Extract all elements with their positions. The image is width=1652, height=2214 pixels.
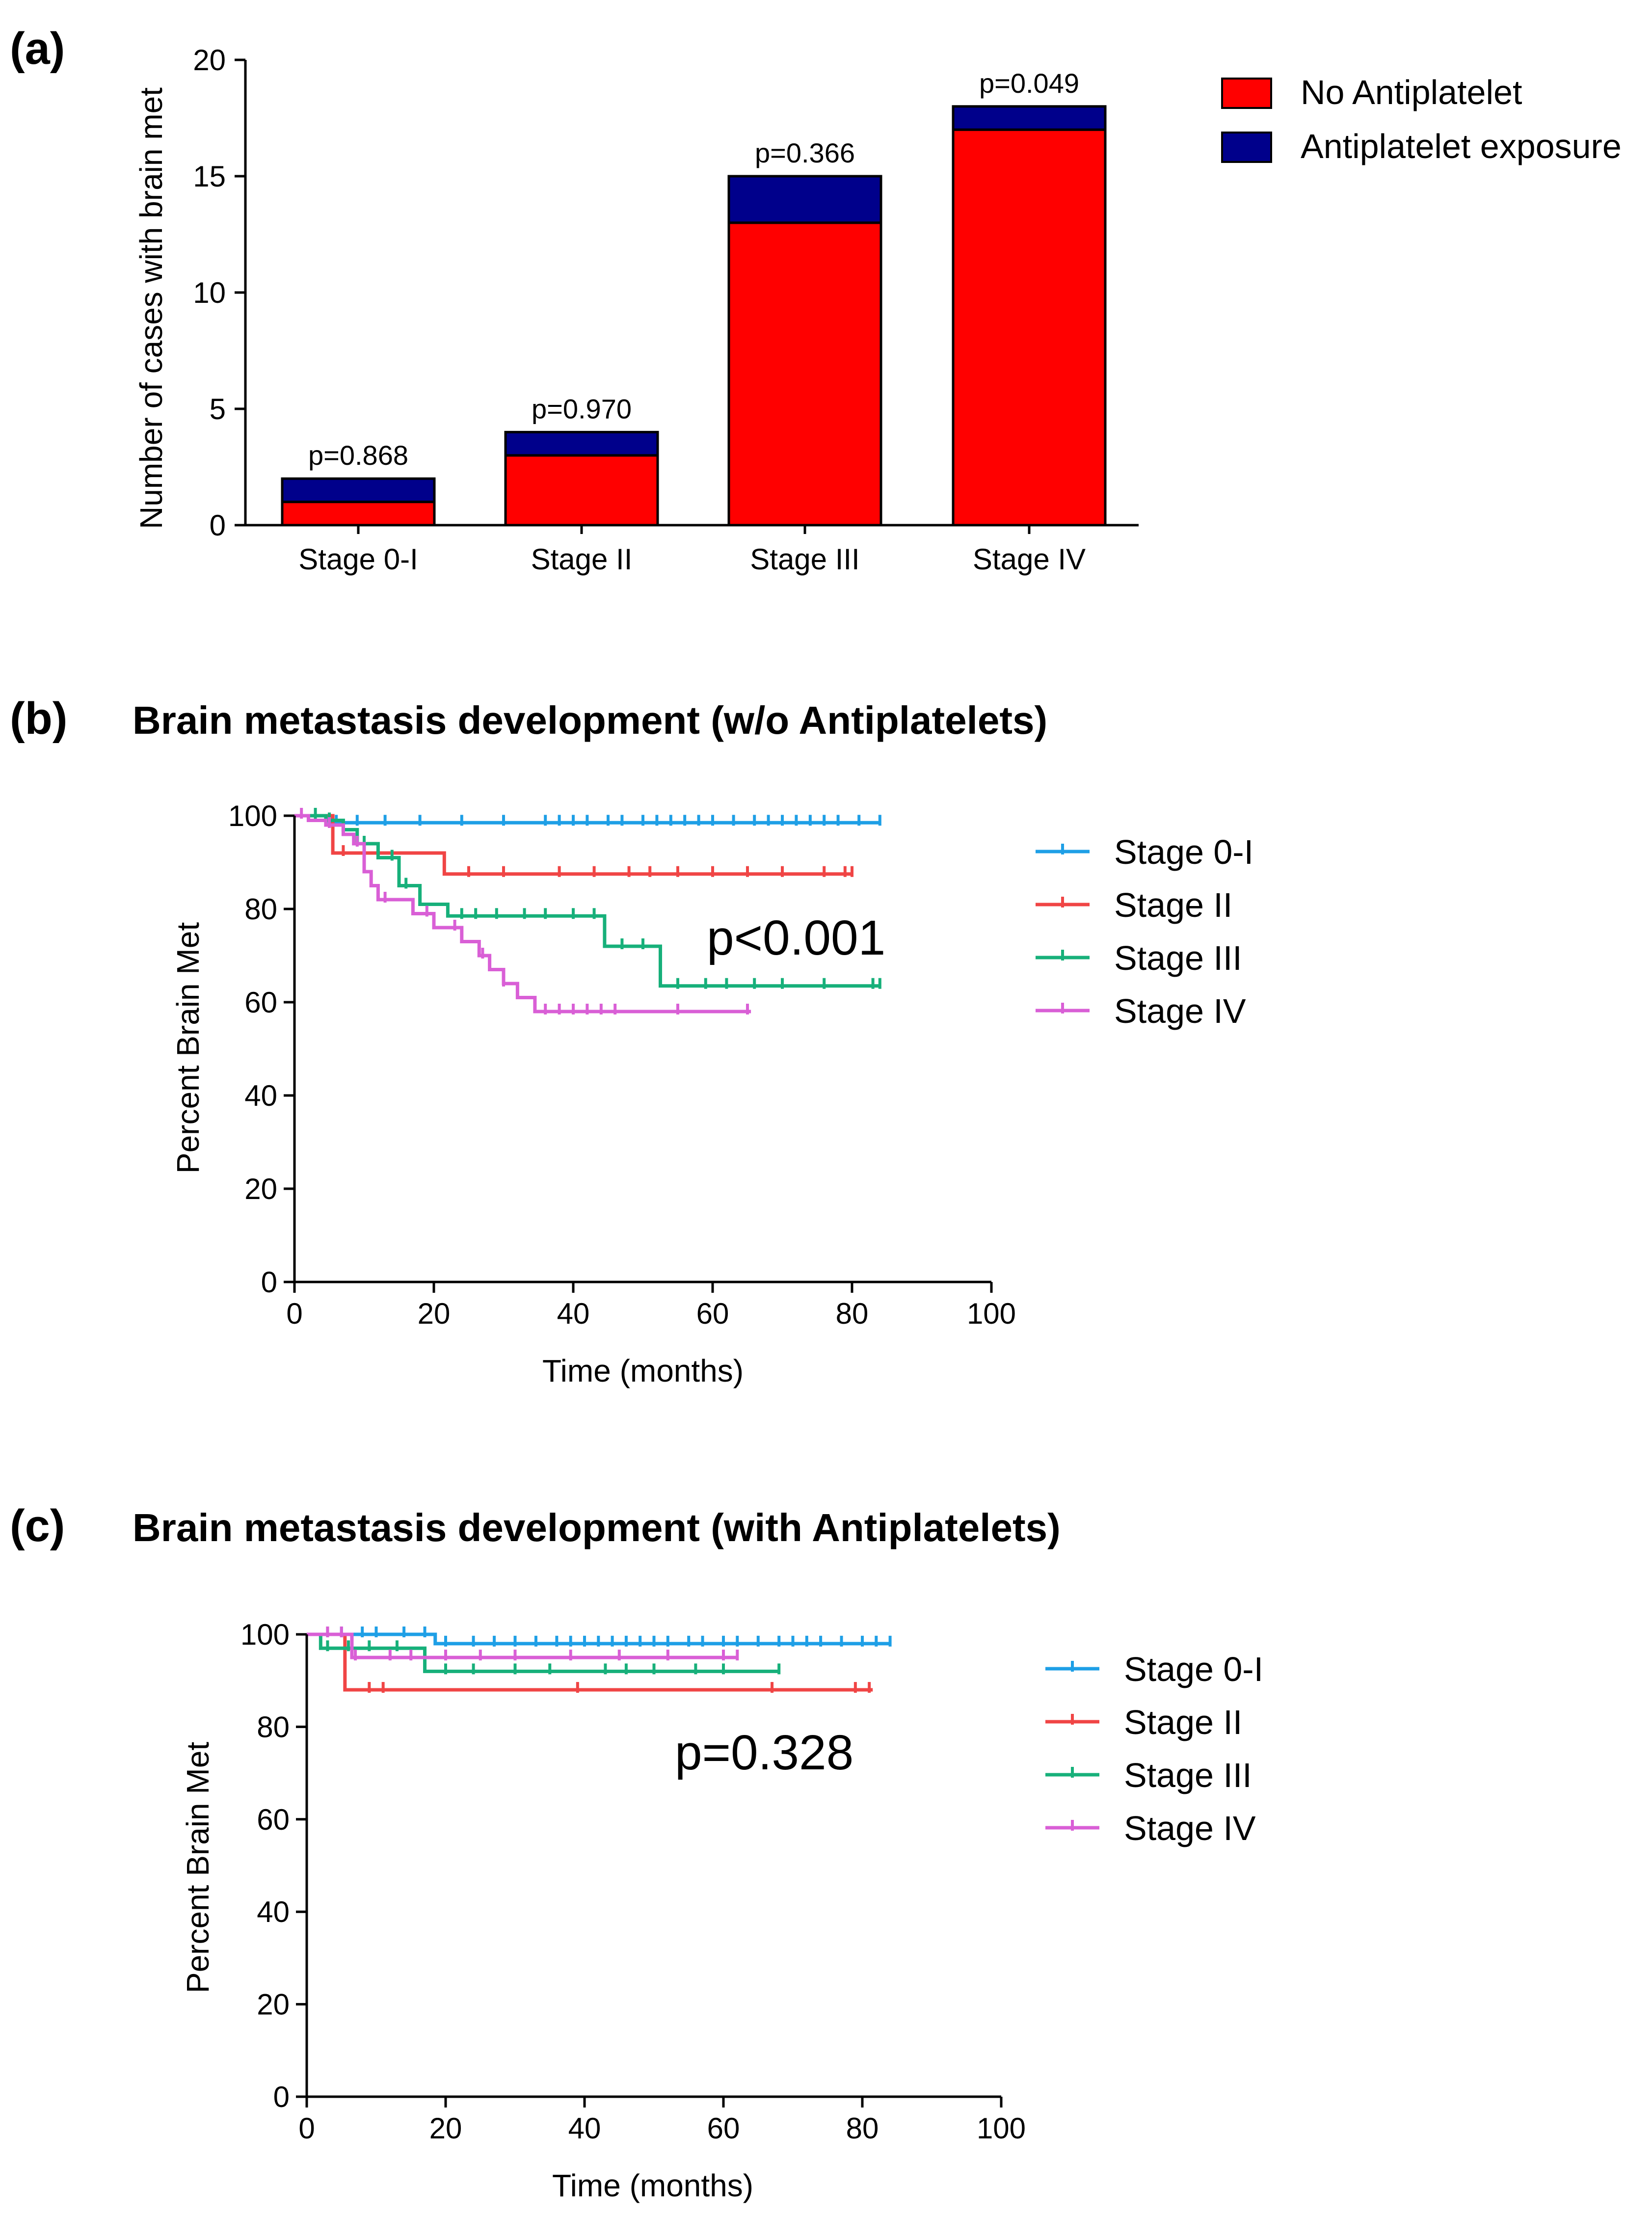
c-xticks: 0 20 40 60 80 100	[298, 2097, 1026, 2145]
b-y-tick-label-20: 20	[244, 1173, 277, 1205]
c-x-tick-label-0: 0	[298, 2112, 315, 2145]
a-annotations: p=0.868 p=0.970 p=0.366 p=0.049	[308, 68, 1079, 471]
b-x-tick-label-80: 80	[836, 1297, 869, 1330]
y-axis-label-a: Number of cases with brain met	[133, 87, 169, 529]
c-x-tick-label-100: 100	[977, 2112, 1026, 2145]
p-value-b: p<0.001	[707, 910, 885, 965]
c-curve-stage-0-i	[307, 1632, 890, 1646]
bar-stage-iii-no-antiplatelet	[727, 221, 882, 527]
bar-stage-ii-antiplatelet-exposure	[504, 430, 659, 457]
c-y-tick-label-20: 20	[257, 1988, 290, 2021]
x-axis-label-b: Time (months)	[542, 1353, 744, 1388]
b-legend-label-stage-0-i: Stage 0-I	[1114, 833, 1253, 871]
c-x-tick-label-60: 60	[707, 2112, 740, 2145]
b-y-tick-label-0: 0	[261, 1266, 277, 1299]
legend-label-antiplatelet-exposure: Antiplatelet exposure	[1301, 127, 1622, 165]
c-y-tick-label-0: 0	[273, 2081, 290, 2113]
x-axis-label-c: Time (months)	[552, 2168, 753, 2203]
p-value-stage-iv: p=0.049	[979, 68, 1079, 99]
x-tick-label-stage-iii: Stage III	[750, 543, 859, 576]
b-x-tick-label-40: 40	[557, 1297, 590, 1330]
b-x-tick-label-60: 60	[696, 1297, 729, 1330]
bar-stage-iv-antiplatelet-exposure	[952, 105, 1107, 131]
c-curves	[307, 1627, 892, 1693]
y-tick-label-10: 10	[193, 276, 226, 309]
c-curve-stage-iv	[307, 1632, 738, 1659]
panel-c: (c) Brain metastasis development (with A…	[10, 1501, 1263, 2203]
c-y-tick-label-80: 80	[257, 1710, 290, 1743]
legend-item-no-antiplatelet: No Antiplatelet	[1221, 73, 1522, 111]
c-y-tick-label-100: 100	[240, 1618, 290, 1651]
bar-stage-ii-no-antiplatelet	[504, 454, 659, 527]
panel-a: (a) Number of cases with brain met 0 5 10 1…	[10, 24, 1622, 576]
panel-b: (b) Brain metastasis development (w/o An…	[10, 694, 1253, 1388]
bar-stage-0-i-no-antiplatelet	[281, 501, 436, 527]
b-y-tick-label-60: 60	[244, 986, 277, 1019]
panel-label-a: (a)	[10, 24, 65, 74]
b-x-tick-label-0: 0	[286, 1297, 302, 1330]
y-tick-label-15: 15	[193, 160, 226, 193]
c-x-tick-label-80: 80	[846, 2112, 879, 2145]
y-axis-label-c: Percent Brain Met	[180, 1742, 215, 1993]
b-y-tick-label-40: 40	[244, 1079, 277, 1112]
b-x-tick-label-20: 20	[418, 1297, 451, 1330]
b-legend-label-stage-iii: Stage III	[1114, 939, 1242, 977]
a-yticks: 0 5 10 15 20	[193, 44, 245, 542]
b-curves	[294, 808, 881, 1014]
panel-label-b: (b)	[10, 694, 67, 744]
b-y-tick-label-80: 80	[244, 893, 277, 926]
c-curve-stage-iii	[307, 1632, 779, 1673]
panel-title-b: Brain metastasis development (w/o Antipl…	[133, 698, 1047, 742]
c-legend-label-stage-iv: Stage IV	[1124, 1809, 1256, 1847]
b-legend-label-stage-ii: Stage II	[1114, 886, 1232, 924]
legend-c: Stage 0-I Stage II Stage III Stage IV	[1045, 1650, 1263, 1847]
b-yticks: 0 20 40 60 80 100	[228, 800, 294, 1299]
bar-stage-iv-no-antiplatelet	[952, 128, 1107, 527]
bar-stage-iii-antiplatelet-exposure	[727, 175, 882, 224]
b-y-tick-label-100: 100	[228, 800, 277, 832]
y-tick-label-5: 5	[210, 393, 226, 426]
c-yticks: 0 20 40 60 80 100	[240, 1618, 307, 2113]
x-tick-label-stage-0-i: Stage 0-I	[298, 543, 418, 576]
p-value-stage-0-i: p=0.868	[308, 440, 408, 471]
b-legend-label-stage-iv: Stage IV	[1114, 992, 1246, 1030]
p-value-c: p=0.328	[675, 1725, 853, 1780]
x-tick-label-stage-ii: Stage II	[531, 543, 633, 576]
a-bars	[281, 105, 1107, 527]
b-curve-stage-iv	[294, 814, 751, 1014]
legend-a: No Antiplatelet Antiplatelet exposure	[1221, 73, 1622, 165]
c-legend-label-stage-ii: Stage II	[1124, 1703, 1242, 1741]
b-xticks: 0 20 40 60 80 100	[286, 1282, 1016, 1330]
panel-title-c: Brain metastasis development (with Antip…	[133, 1506, 1061, 1549]
p-value-stage-ii: p=0.970	[532, 393, 632, 424]
bar-stage-0-i-antiplatelet-exposure	[281, 477, 436, 504]
y-axis-label-b: Percent Brain Met	[170, 922, 206, 1174]
panel-label-c: (c)	[10, 1501, 65, 1551]
legend-swatch-no-antiplatelet	[1221, 78, 1272, 109]
c-legend-label-stage-0-i: Stage 0-I	[1124, 1650, 1263, 1688]
y-tick-label-20: 20	[193, 44, 226, 77]
a-xticks: Stage 0-I Stage II Stage III Stage IV	[298, 525, 1086, 576]
legend-swatch-antiplatelet-exposure	[1221, 132, 1272, 163]
legend-label-no-antiplatelet: No Antiplatelet	[1301, 73, 1522, 111]
c-y-tick-label-40: 40	[257, 1895, 290, 1928]
c-legend-label-stage-iii: Stage III	[1124, 1756, 1252, 1794]
c-x-tick-label-40: 40	[568, 2112, 601, 2145]
x-tick-label-stage-iv: Stage IV	[973, 543, 1086, 576]
legend-b: Stage 0-I Stage II Stage III Stage IV	[1036, 833, 1253, 1030]
y-tick-label-0: 0	[210, 509, 226, 542]
c-y-tick-label-60: 60	[257, 1803, 290, 1836]
c-x-tick-label-20: 20	[429, 2112, 462, 2145]
legend-item-antiplatelet-exposure: Antiplatelet exposure	[1221, 127, 1622, 165]
b-x-tick-label-100: 100	[967, 1297, 1016, 1330]
p-value-stage-iii: p=0.366	[755, 137, 855, 168]
b-curve-stage-iii	[294, 814, 880, 988]
